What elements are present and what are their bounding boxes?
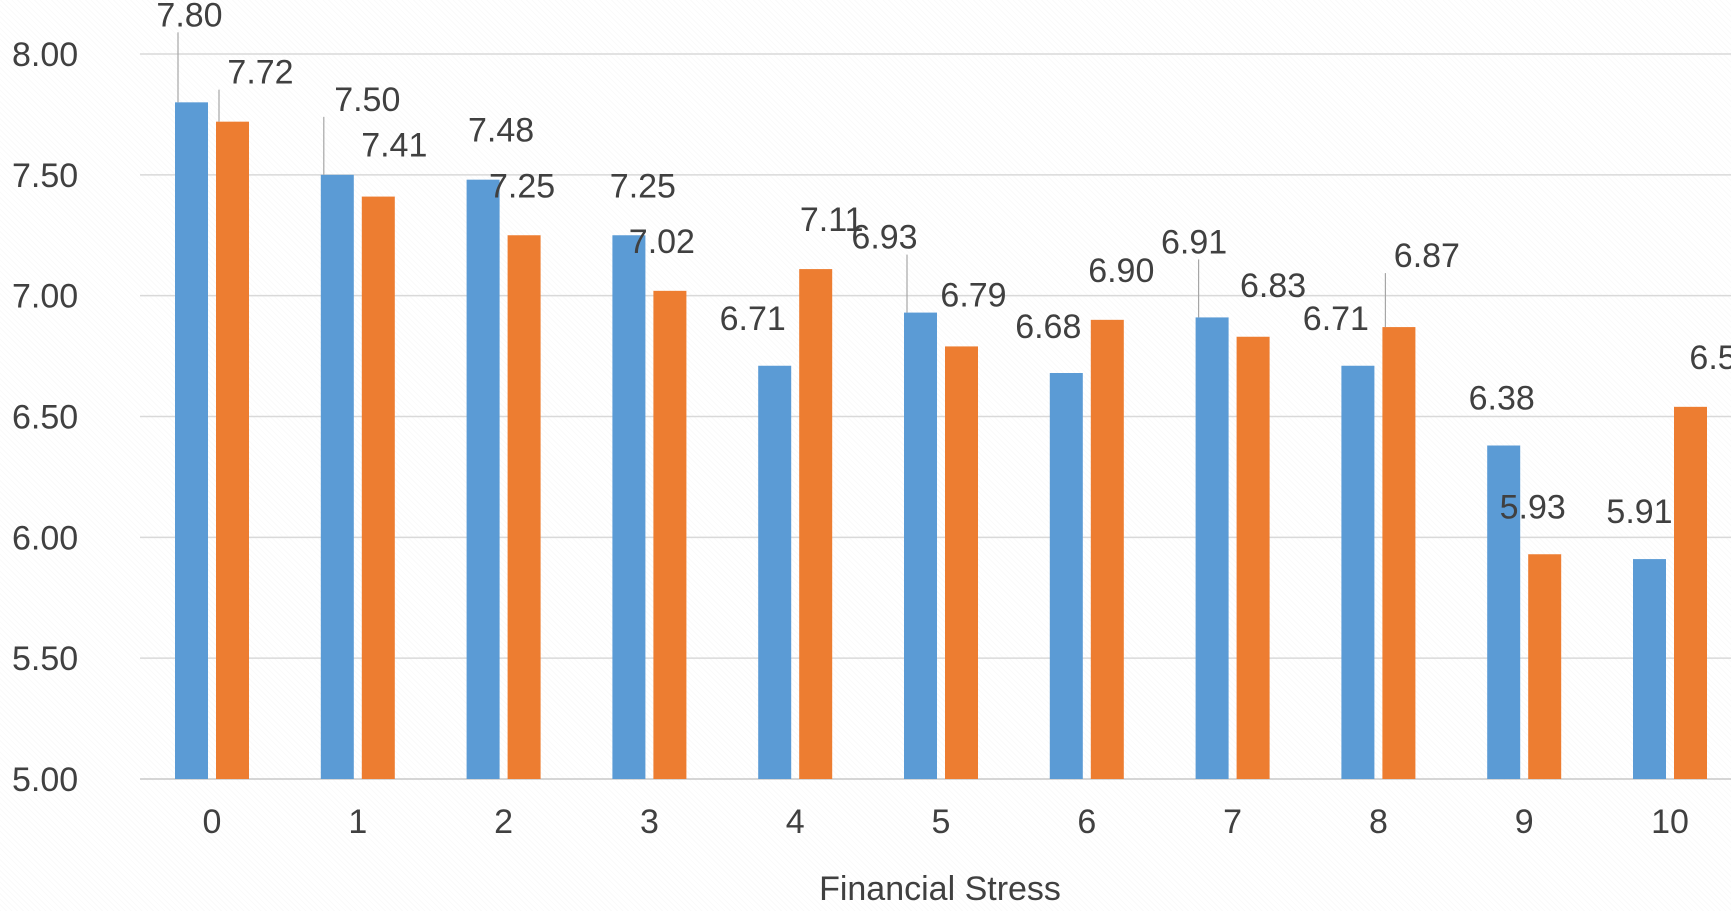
data-label-series-2-cat-10: 6.54 [1689, 339, 1731, 377]
bar-series-1-cat-3 [612, 235, 646, 779]
x-tick-label: 7 [1223, 803, 1242, 841]
y-tick-label: 8.00 [12, 36, 78, 74]
y-tick-label: 6.00 [12, 519, 78, 557]
y-tick-label: 7.00 [12, 278, 78, 316]
x-axis: 0 1 2 3 4 5 6 7 8 9 10 [203, 803, 1689, 841]
bar-series-2-cat-5 [945, 346, 978, 779]
bar-series-1-cat-9 [1487, 445, 1521, 779]
bar-series-1-cat-4 [758, 365, 792, 779]
data-label-series-1-cat-8: 6.71 [1303, 300, 1369, 338]
bar-series-2-cat-2 [507, 235, 541, 779]
x-tick-label: 8 [1369, 803, 1388, 841]
y-axis: 5.00 5.50 6.00 6.50 7.00 7.50 8.00 [12, 36, 78, 799]
data-label-series-2-cat-2: 7.25 [489, 167, 555, 205]
y-tick-label: 6.50 [12, 399, 78, 437]
x-tick-label: 2 [494, 803, 513, 841]
bar-series-2-cat-1 [361, 196, 395, 780]
data-label-series-2-cat-6: 6.90 [1088, 252, 1154, 290]
bar-series-1-cat-0 [175, 102, 208, 780]
x-tick-label: 1 [348, 803, 367, 841]
x-tick-label: 0 [203, 803, 222, 841]
data-label-series-1-cat-4: 6.71 [720, 300, 786, 338]
data-label-series-1-cat-2: 7.48 [468, 112, 534, 150]
x-tick-label: 6 [1077, 803, 1096, 841]
data-label-series-1-cat-5: 6.93 [851, 219, 917, 257]
y-tick-label: 5.50 [12, 640, 78, 678]
bar-series-1-cat-10 [1633, 559, 1666, 779]
data-label-series-2-cat-0: 7.72 [227, 54, 293, 92]
bar-series-1-cat-1 [320, 174, 354, 780]
bar-series-2-cat-10 [1674, 406, 1707, 779]
data-label-series-2-cat-1: 7.41 [361, 127, 427, 165]
data-label-series-1-cat-3: 7.25 [610, 167, 676, 205]
data-label-series-1-cat-9: 6.38 [1469, 380, 1535, 418]
data-label-series-2-cat-4: 7.11 [800, 201, 864, 239]
data-label-series-1-cat-6: 6.68 [1015, 308, 1081, 346]
bar-series-2-cat-3 [653, 290, 687, 779]
data-label-series-2-cat-3: 7.02 [629, 223, 695, 261]
x-axis-title: Financial Stress [819, 870, 1061, 908]
data-label-series-2-cat-9: 5.93 [1500, 488, 1566, 526]
bar-series-1-cat-5 [904, 312, 937, 779]
x-tick-label: 5 [932, 803, 951, 841]
bar-series-1-cat-6 [1049, 373, 1083, 779]
bar-series-2-cat-7 [1236, 336, 1270, 779]
bar-series-1-cat-2 [466, 179, 500, 779]
data-label-series-2-cat-7: 6.83 [1240, 267, 1306, 305]
bar-series-1-cat-8 [1341, 365, 1375, 779]
bar-series-2-cat-8 [1382, 327, 1416, 779]
data-label-series-1-cat-0: 7.80 [156, 0, 222, 34]
bar-series-2-cat-4 [799, 269, 833, 779]
bar-series-2-cat-0 [216, 121, 249, 779]
data-label-series-1-cat-7: 6.91 [1161, 223, 1227, 261]
leader-lines [177, 32, 1387, 328]
bar-series-2-cat-9 [1528, 554, 1562, 779]
x-tick-label: 4 [786, 803, 805, 841]
y-tick-label: 7.50 [12, 157, 78, 195]
x-tick-label: 10 [1651, 803, 1689, 841]
data-label-series-2-cat-8: 6.87 [1394, 237, 1460, 275]
bar-series-2-cat-6 [1090, 319, 1124, 779]
y-tick-label: 5.00 [12, 761, 78, 799]
bars [175, 102, 1707, 780]
bar-series-1-cat-7 [1195, 317, 1229, 779]
data-label-series-2-cat-5: 6.79 [940, 276, 1006, 314]
data-label-series-1-cat-1: 7.50 [334, 81, 400, 119]
data-labels: 7.807.72 7.50 7.41 7.48 7.25 7.25 7.02 6.71 7.11… [156, 0, 1731, 531]
x-tick-label: 3 [640, 803, 659, 841]
x-tick-label: 9 [1515, 803, 1534, 841]
data-label-series-1-cat-10: 5.91 [1606, 493, 1672, 531]
